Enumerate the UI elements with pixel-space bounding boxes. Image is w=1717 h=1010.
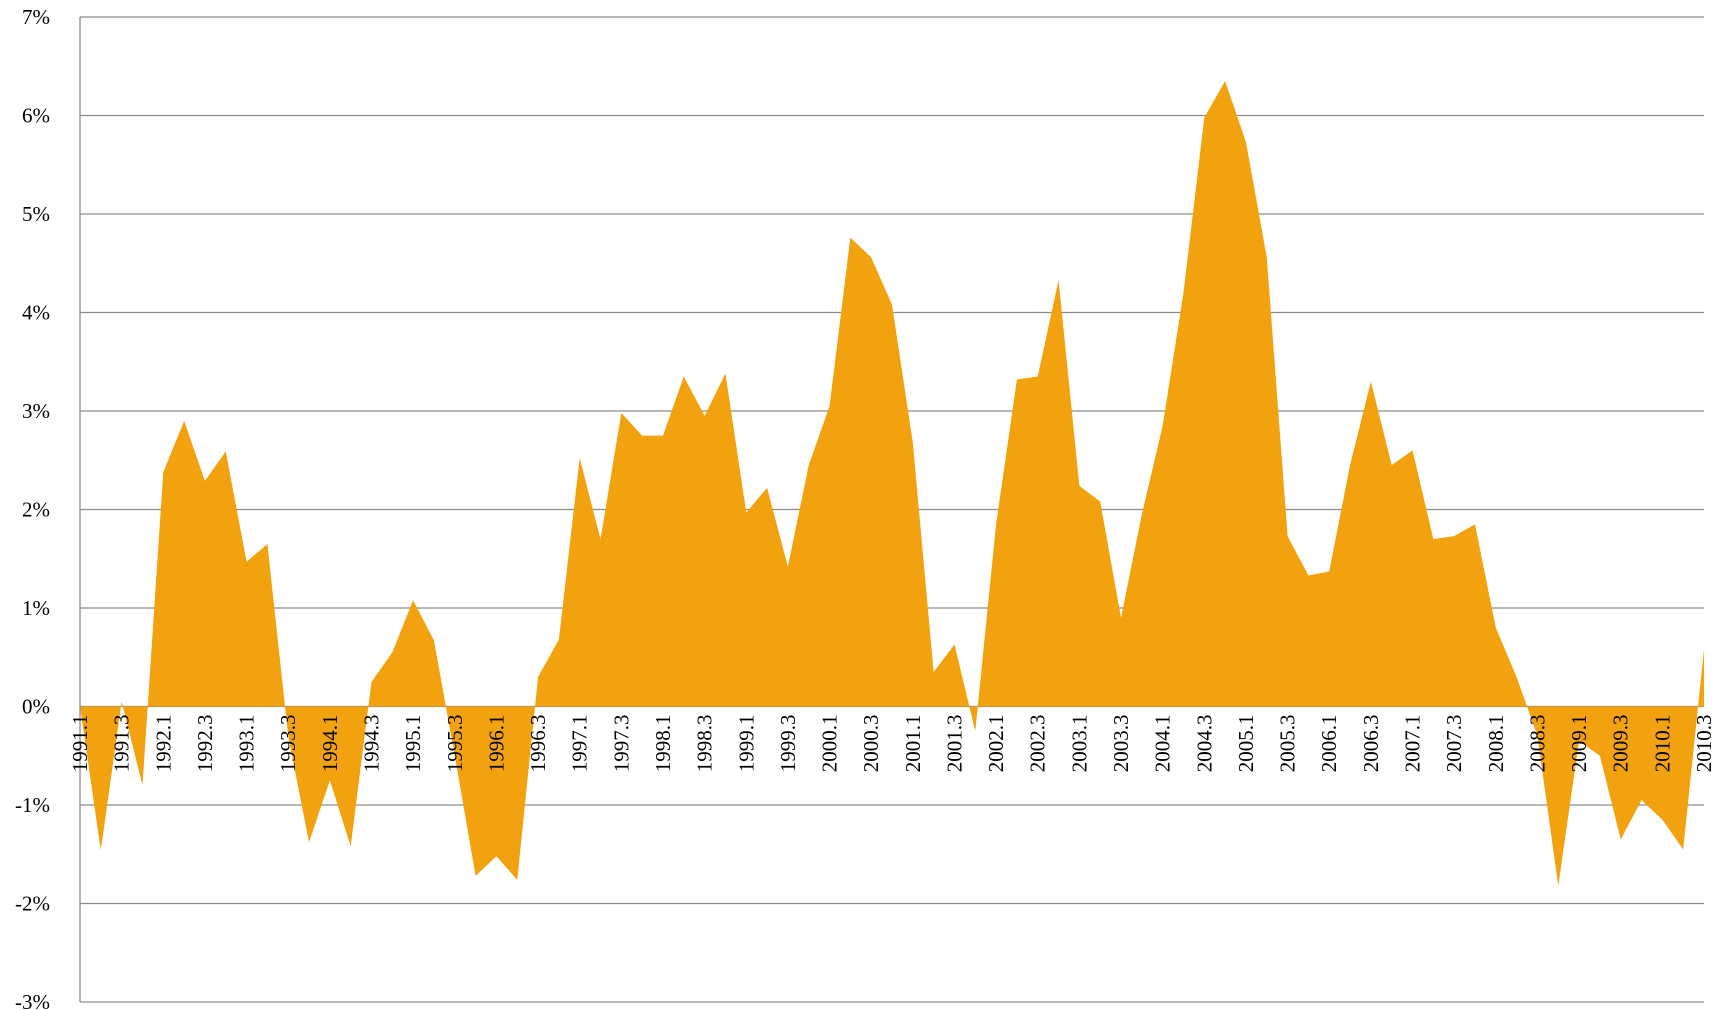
y-tick-label: 0% [22,695,50,719]
x-tick-label: 2003.3 [1109,715,1133,773]
y-tick-label: 2% [22,498,50,522]
x-tick-label: 2009.1 [1567,715,1591,773]
x-tick-label: 2009.3 [1609,715,1633,773]
x-tick-label: 1999.3 [776,715,800,773]
y-tick-label: -1% [15,793,50,817]
y-tick-label: -2% [15,892,50,916]
x-tick-label: 2010.1 [1650,715,1674,773]
x-tick-label: 1994.1 [318,715,342,773]
x-tick-label: 2002.3 [1026,715,1050,773]
x-tick-label: 2006.3 [1359,715,1383,773]
x-tick-label: 2004.1 [1151,715,1175,773]
x-tick-label: 1994.3 [359,715,383,773]
x-tick-label: 2001.1 [901,715,925,773]
x-tick-label: 1991.3 [110,715,134,773]
y-tick-label: 4% [22,301,50,325]
y-tick-label: 3% [22,399,50,423]
x-tick-label: 1992.3 [193,715,217,773]
x-tick-label: 2005.1 [1234,715,1258,773]
x-tick-label: 1998.3 [693,715,717,773]
x-tick-label: 1995.3 [443,715,467,773]
x-tick-label: 1997.1 [568,715,592,773]
x-tick-label: 2007.3 [1442,715,1466,773]
x-tick-label: 2008.1 [1484,715,1508,773]
x-tick-label: 1992.1 [151,715,175,773]
y-tick-label: -3% [15,990,50,1010]
x-tick-label: 2010.3 [1692,715,1716,773]
x-tick-label: 1996.1 [484,715,508,773]
x-tick-label: 2007.1 [1401,715,1425,773]
y-tick-label: 7% [22,5,50,29]
x-tick-label: 1999.1 [734,715,758,773]
y-tick-label: 6% [22,104,50,128]
x-tick-label: 1991.1 [68,715,92,773]
x-tick-label: 1995.1 [401,715,425,773]
y-tick-label: 1% [22,596,50,620]
x-tick-label: 2005.3 [1276,715,1300,773]
x-tick-label: 1993.1 [235,715,259,773]
x-tick-label: 2003.1 [1067,715,1091,773]
x-tick-label: 2008.3 [1525,715,1549,773]
x-tick-label: 2004.3 [1192,715,1216,773]
x-tick-label: 2001.3 [942,715,966,773]
x-tick-label: 2000.3 [859,715,883,773]
area [80,81,1704,886]
x-tick-label: 1997.3 [609,715,633,773]
x-tick-label: 2002.1 [984,715,1008,773]
x-tick-label: 1993.3 [276,715,300,773]
x-tick-label: 2006.1 [1317,715,1341,773]
x-tick-label: 1996.3 [526,715,550,773]
y-tick-label: 5% [22,202,50,226]
x-tick-label: 1998.1 [651,715,675,773]
x-tick-label: 2000.1 [818,715,842,773]
